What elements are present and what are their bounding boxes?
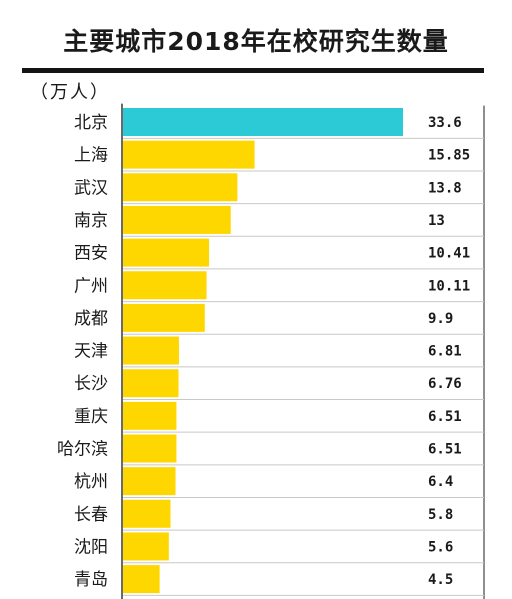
category-label: 南京 (74, 211, 108, 231)
bar (122, 140, 255, 169)
category-label: 青岛 (74, 570, 108, 590)
bar (122, 173, 238, 202)
bar (122, 303, 205, 332)
chart-title: 主要城市2018年在校研究生数量 (63, 27, 449, 56)
bar (122, 108, 403, 136)
value-label: 6.81 (428, 344, 462, 360)
category-label: 北京 (74, 113, 108, 133)
category-label: 武汉 (74, 178, 108, 198)
category-label: 广州 (74, 276, 108, 296)
value-label: 9.9 (428, 311, 453, 327)
category-label: 天津 (74, 342, 108, 362)
bar (122, 499, 171, 528)
value-label: 10.11 (428, 278, 470, 294)
bar (122, 401, 177, 430)
category-label: 长春 (74, 505, 108, 525)
value-label: 10.41 (428, 246, 470, 262)
value-label: 6.4 (428, 474, 453, 490)
value-label: 15.85 (428, 148, 470, 164)
category-label: 西安 (74, 244, 108, 264)
value-label: 13 (428, 213, 445, 229)
bar (122, 467, 176, 496)
value-label: 5.6 (428, 539, 453, 555)
value-label: 6.51 (428, 409, 462, 425)
category-label: 上海 (74, 146, 108, 166)
value-label: 5.8 (428, 507, 453, 523)
bar (122, 565, 160, 594)
category-label: 成都 (74, 309, 108, 329)
value-label: 13.8 (428, 180, 462, 196)
bar (122, 532, 169, 561)
bar (122, 369, 179, 398)
category-label: 重庆 (74, 407, 108, 427)
category-label: 杭州 (74, 472, 108, 492)
title-rule (22, 68, 484, 73)
category-label: 沈阳 (74, 537, 108, 557)
value-label: 4.5 (428, 572, 453, 588)
value-label: 6.51 (428, 442, 462, 458)
category-label: 长沙 (74, 374, 108, 394)
bar (122, 271, 207, 300)
value-label: 33.6 (428, 115, 462, 131)
bar (122, 238, 210, 267)
value-label: 6.76 (428, 376, 462, 392)
bar (122, 205, 231, 234)
unit-label: （万人） (30, 82, 110, 103)
bar (122, 336, 179, 365)
category-label: 哈尔滨 (57, 440, 108, 460)
bar (122, 434, 177, 463)
